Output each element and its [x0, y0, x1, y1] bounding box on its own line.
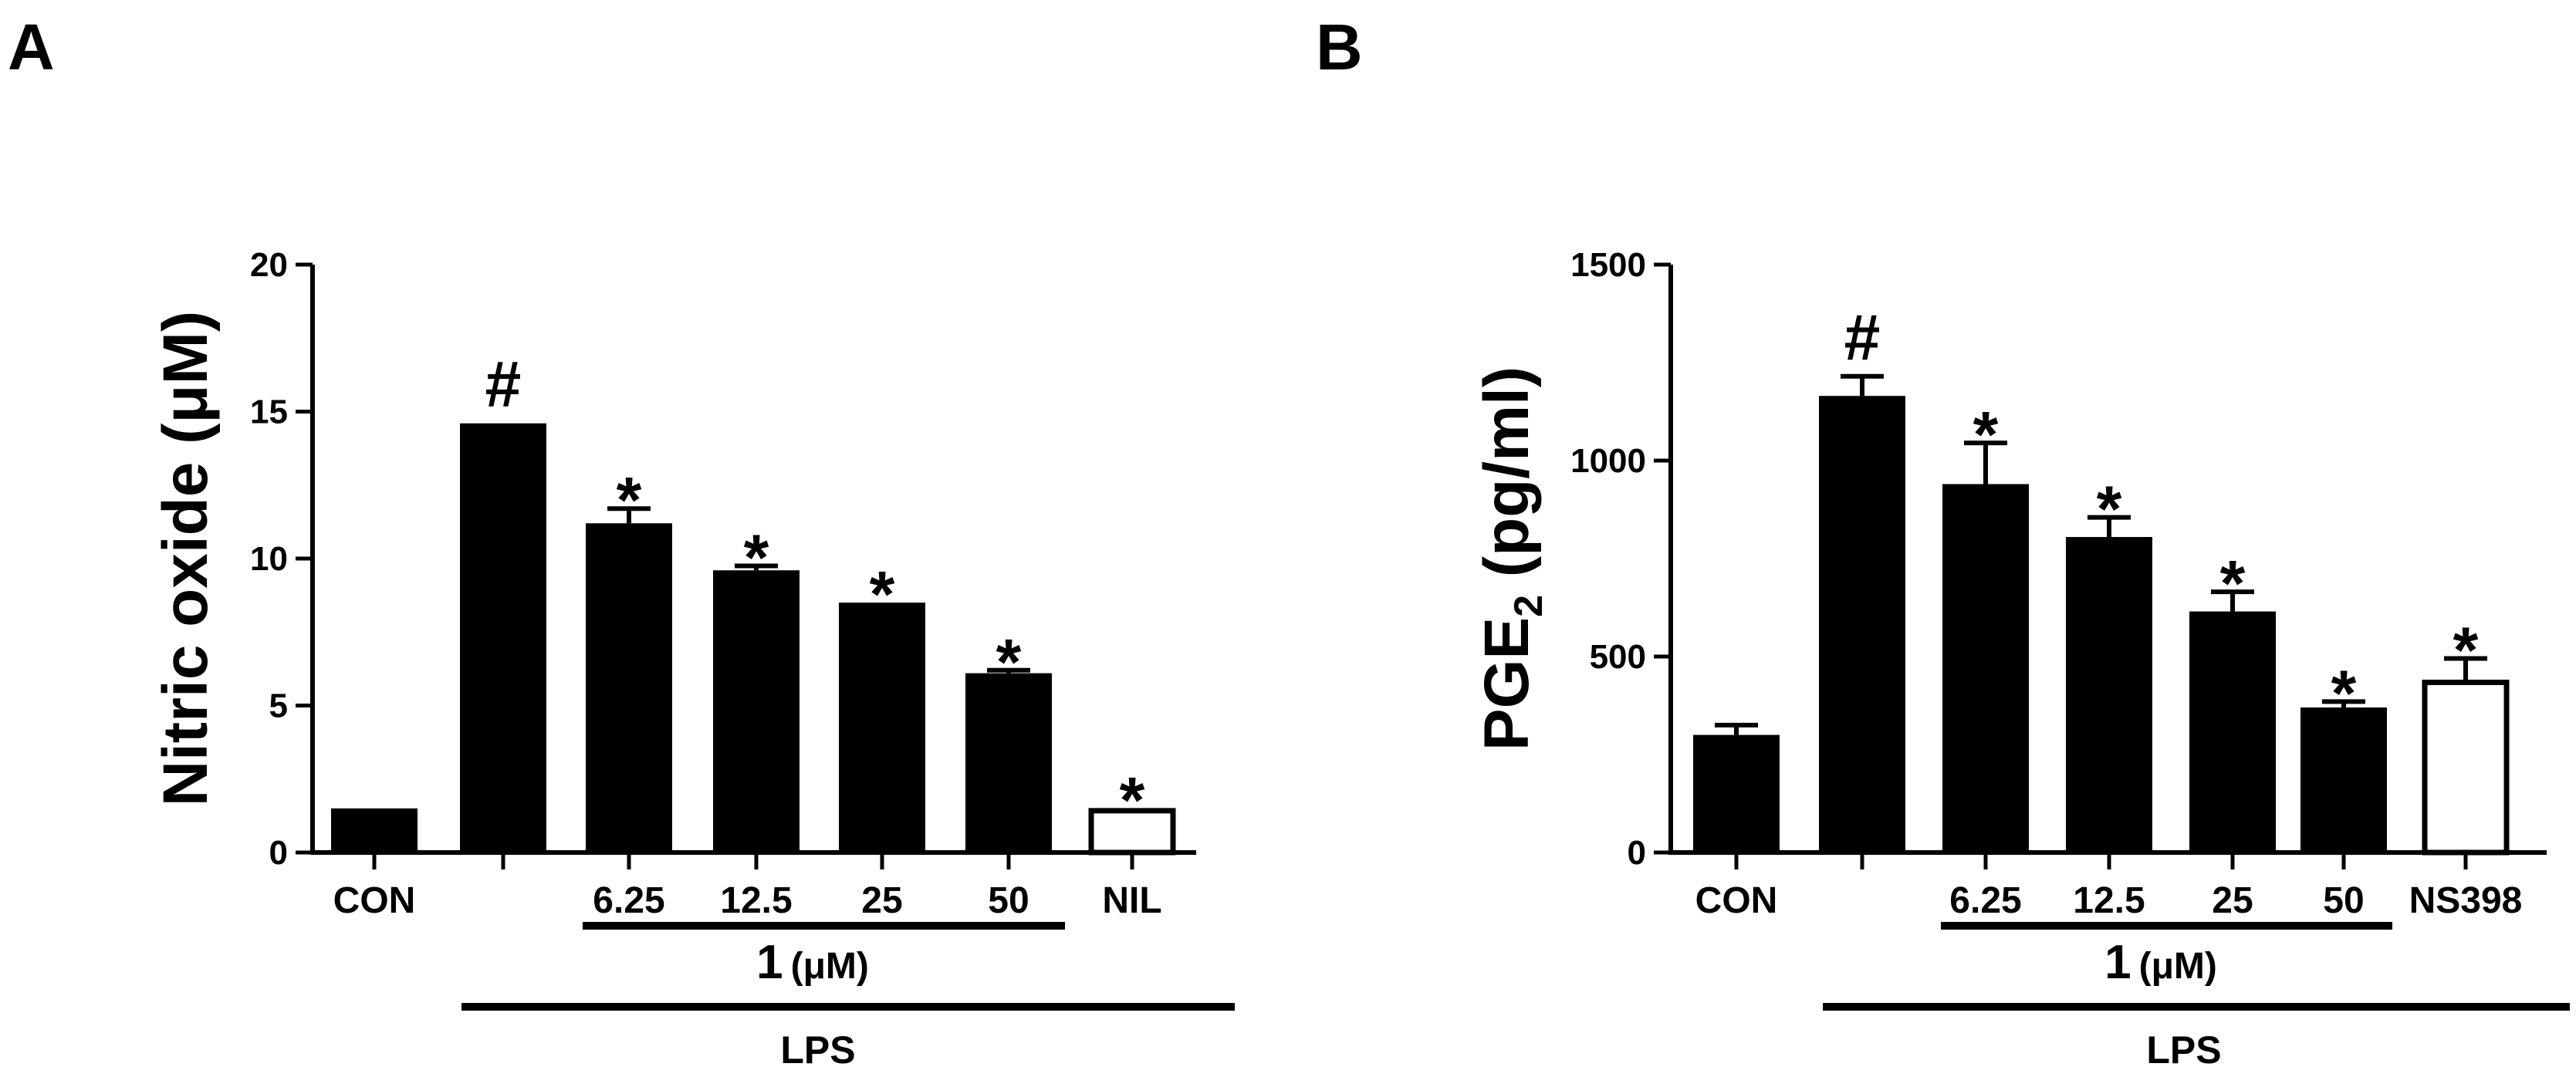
bar	[2189, 611, 2276, 852]
x-tick-label: 12.5	[2073, 880, 2145, 921]
x-tick-label: CON	[333, 880, 416, 921]
x-tick-label: 25	[861, 880, 902, 921]
compound-label: 1 (μM)	[756, 936, 869, 989]
lps-label: LPS	[780, 1028, 855, 1072]
y-tick-label: 1500	[1570, 246, 1646, 284]
bar	[2066, 537, 2152, 852]
bar	[713, 570, 800, 852]
significance-marker: *	[2453, 614, 2479, 687]
x-tick-label: 50	[988, 880, 1029, 921]
significance-marker: *	[744, 522, 769, 594]
significance-marker: *	[870, 558, 895, 630]
compound-label: 1 (μM)	[2104, 936, 2217, 989]
y-axis-title-main: PGE	[1472, 617, 1542, 751]
bar	[460, 423, 546, 852]
bar	[2300, 707, 2387, 852]
significance-marker: *	[996, 626, 1022, 698]
lps-label: LPS	[2146, 1028, 2221, 1072]
significance-marker: *	[617, 464, 642, 536]
y-tick-label: 0	[1628, 834, 1646, 872]
significance-marker: #	[1844, 301, 1881, 373]
bar	[1942, 484, 2029, 852]
bar	[965, 673, 1052, 852]
x-tick-label: NS398	[2409, 880, 2523, 921]
y-tick-label: 15	[250, 393, 288, 431]
x-tick-label: CON	[1695, 880, 1778, 921]
bar	[586, 523, 672, 852]
y-tick-label: 1000	[1570, 442, 1646, 480]
x-tick-label: 6.25	[1949, 880, 2021, 921]
y-axis-title: Nitric oxide (μM)	[150, 311, 221, 806]
panel-a: A Nitric oxide (μM) 0 5 10 15 20 CON #6.25 * 12.5 *…	[8, 11, 1235, 1072]
bar	[1819, 396, 1905, 852]
panel-letter: B	[1316, 11, 1363, 83]
x-tick-label: 6.25	[593, 880, 664, 921]
significance-marker: *	[1120, 764, 1145, 836]
x-tick-label: 12.5	[720, 880, 792, 921]
x-tick-label: 50	[2323, 880, 2364, 921]
significance-marker: *	[2331, 657, 2357, 729]
compound-unit: (μM)	[2139, 946, 2217, 987]
x-tick-label: 25	[2212, 880, 2253, 921]
compound-unit: (μM)	[791, 946, 869, 987]
bar	[331, 808, 418, 852]
panel-b: B PGE2 (pg/ml) 0 500 1000 1500 CON #6.25 * 12.5 * 2…	[1316, 11, 2570, 1072]
bar	[839, 603, 925, 852]
significance-marker: *	[2220, 547, 2246, 620]
y-tick-label: 5	[269, 687, 288, 725]
y-tick-label: 10	[250, 540, 288, 578]
significance-marker: *	[1973, 398, 1999, 471]
y-tick-label: 20	[250, 246, 288, 284]
y-tick-label: 0	[269, 834, 288, 872]
panel-letter: A	[8, 11, 55, 83]
compound-number: 1	[2104, 936, 2131, 989]
y-tick-label: 500	[1590, 638, 1646, 676]
x-tick-label: NIL	[1102, 880, 1161, 921]
bar	[2422, 679, 2510, 856]
y-axis-title-subscript: 2	[1506, 595, 1551, 617]
compound-number: 1	[756, 936, 783, 989]
bar	[1693, 734, 1780, 852]
y-axis-title-unit: (pg/ml)	[1472, 366, 1542, 595]
significance-marker: *	[2097, 473, 2122, 545]
significance-marker: #	[485, 348, 522, 420]
y-axis-title: PGE2 (pg/ml)	[1472, 366, 1551, 751]
